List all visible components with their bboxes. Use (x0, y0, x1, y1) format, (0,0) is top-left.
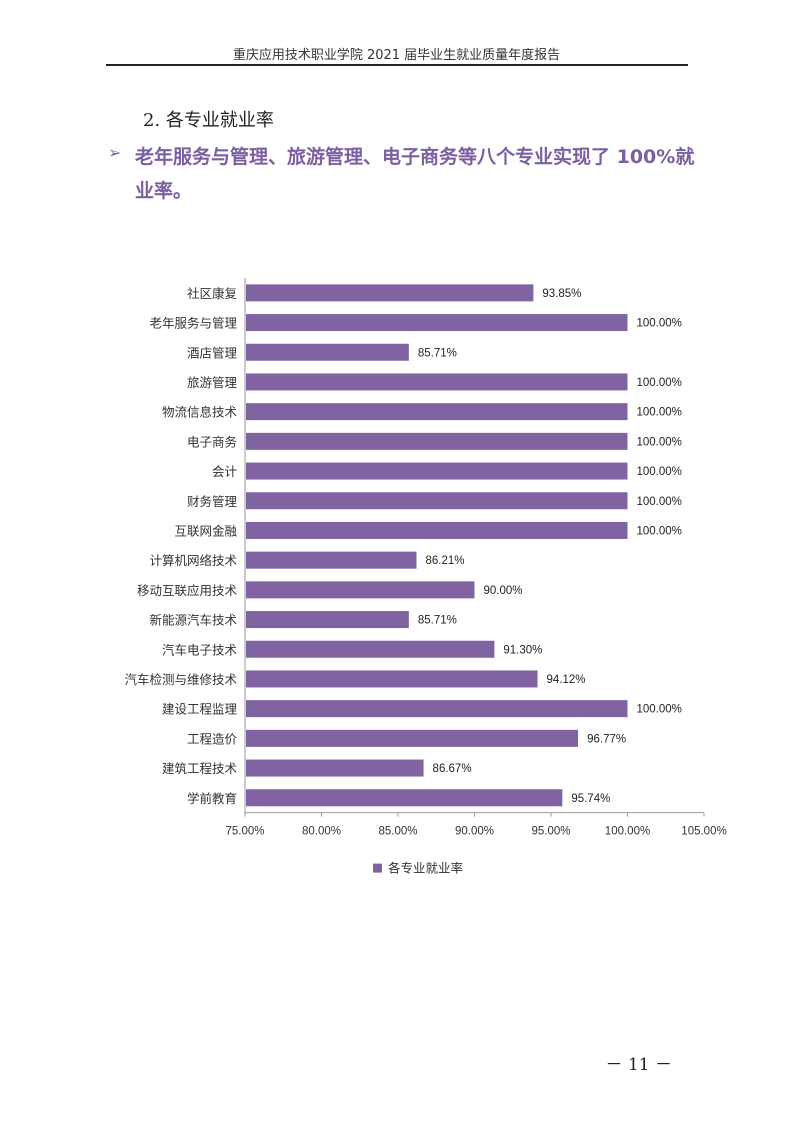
data-label: 100.00% (637, 377, 682, 389)
bar (246, 284, 534, 302)
category-label: 互联网金融 (174, 523, 237, 538)
data-label: 91.30% (503, 644, 542, 656)
data-label: 85.71% (418, 615, 457, 627)
legend-label: 各专业就业率 (388, 861, 463, 876)
legend-swatch (373, 863, 382, 873)
bar (246, 640, 495, 658)
bar (246, 403, 628, 421)
category-label: 汽车检测与维修技术 (124, 672, 237, 687)
bullet-arrow-icon: ➢ (108, 143, 122, 162)
category-label: 新能源汽车技术 (149, 613, 237, 628)
x-tick-label: 80.00% (302, 826, 341, 838)
x-tick-label: 95.00% (531, 826, 570, 838)
category-label: 物流信息技术 (162, 405, 238, 420)
category-label: 汽车电子技术 (162, 642, 238, 657)
data-label: 95.74% (571, 793, 610, 805)
highlight-text: 老年服务与管理、旅游管理、电子商务等八个专业实现了 100%就业率。 (135, 146, 695, 202)
bar (246, 581, 475, 599)
bar (246, 521, 628, 539)
bar (246, 670, 538, 688)
category-label: 社区康复 (187, 286, 238, 301)
bar (246, 551, 417, 569)
category-label: 电子商务 (187, 434, 237, 449)
page-number: － 11 － (605, 1055, 672, 1075)
bar (246, 314, 628, 332)
header-rule (106, 64, 688, 66)
x-tick-label: 85.00% (378, 826, 417, 838)
category-label: 酒店管理 (187, 345, 238, 360)
data-label: 100.00% (637, 525, 682, 537)
x-tick-label: 105.00% (681, 826, 726, 838)
data-label: 100.00% (637, 436, 682, 448)
x-tick-label: 75.00% (225, 826, 264, 838)
category-label: 计算机网络技术 (149, 553, 237, 568)
data-label: 100.00% (637, 704, 682, 716)
data-label: 100.00% (637, 496, 682, 508)
bar (246, 373, 628, 391)
x-tick-label: 100.00% (605, 826, 650, 838)
category-label: 建设工程监理 (162, 702, 238, 717)
section-heading: 2. 各专业就业率 (143, 110, 274, 131)
data-label: 100.00% (637, 318, 682, 330)
data-label: 94.12% (547, 674, 586, 686)
bar (246, 462, 628, 480)
data-label: 100.00% (637, 466, 682, 478)
page-header-title: 重庆应用技术职业学院 2021 届毕业生就业质量年度报告 (232, 48, 561, 63)
bar (246, 700, 628, 718)
x-tick-label: 90.00% (455, 826, 494, 838)
bar (246, 789, 563, 807)
bar (246, 729, 579, 747)
bar (246, 432, 628, 450)
data-label: 90.00% (484, 585, 523, 597)
data-label: 86.21% (426, 555, 465, 567)
data-label: 85.71% (418, 347, 457, 359)
employment-rate-chart: 社区康复 93.85% 老年服务与管理 100.00% 酒店管理 85.71% 旅游管理 10… (124, 278, 727, 876)
category-label: 旅游管理 (187, 375, 238, 390)
bar (246, 611, 409, 629)
data-label: 100.00% (637, 407, 682, 419)
category-label: 老年服务与管理 (149, 316, 237, 331)
bar (246, 492, 628, 510)
bar (246, 343, 409, 361)
category-label: 建筑工程技术 (162, 761, 238, 776)
category-label: 工程造价 (187, 731, 238, 746)
data-label: 86.67% (433, 763, 472, 775)
category-label: 学前教育 (187, 791, 237, 806)
bar (246, 759, 424, 777)
category-label: 财务管理 (187, 494, 238, 509)
data-label: 96.77% (587, 733, 626, 745)
data-label: 93.85% (542, 288, 581, 300)
category-label: 会计 (212, 464, 237, 479)
category-label: 移动互联应用技术 (137, 583, 238, 598)
